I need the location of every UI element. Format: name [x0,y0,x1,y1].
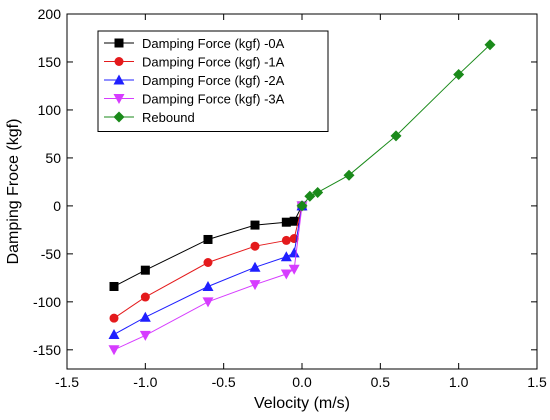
y-tick-label: -100 [33,294,61,310]
y-tick-label: 100 [38,102,62,118]
legend-label: Damping Force (kgf) -0A [142,36,285,51]
x-tick-label: 0.5 [371,374,391,390]
data-point [289,216,299,226]
data-point [453,68,465,80]
data-point [390,130,402,142]
data-point [139,330,151,341]
legend-label: Damping Force (kgf) -3A [142,92,285,107]
legend-label: Rebound [142,110,195,125]
data-point [304,190,316,202]
data-point [249,280,261,291]
x-tick-label: 1.5 [527,374,547,390]
legend: Damping Force (kgf) -0A Damping Force (kg… [97,30,329,132]
y-tick-label: -50 [41,246,61,262]
x-tick-label: 1.0 [449,374,469,390]
series-4 [296,39,496,212]
series-3 [108,201,308,356]
data-point [108,345,120,356]
data-point [249,261,261,272]
data-point [109,281,119,291]
x-axis-title: Velocity (m/s) [254,395,350,412]
legend-marker [114,57,124,66]
data-point [203,234,213,244]
data-point [281,217,291,227]
data-point [280,269,292,280]
y-tick-label: 50 [45,150,61,166]
data-point [202,280,214,291]
legend-label: Damping Force (kgf) -1A [142,55,285,70]
data-point [288,247,300,258]
data-point [140,265,150,275]
ticks-layer: -1.5 -1.0 -0.5 0.0 0.5 1.0 1.5 -150 -100 -50 0 50 10… [33,6,547,390]
data-point [343,169,355,181]
legend-marker [113,94,125,104]
x-tick-label: -1.5 [55,374,79,390]
x-tick-label: -1.0 [133,374,157,390]
data-point [288,264,300,275]
legend-label: Damping Force (kgf) -2A [142,73,285,88]
y-axis-title: Damping Froce (kgf) [5,119,22,265]
data-point [296,200,308,212]
data-point [139,311,151,322]
data-point [250,220,260,230]
legend-marker [113,111,125,123]
y-tick-label: 200 [38,6,62,22]
data-point [203,258,213,267]
data-point [250,241,260,251]
data-point [109,313,119,323]
x-tick-label: -0.5 [212,374,236,390]
legend-marker [114,38,124,48]
data-point [140,292,150,302]
data-point [281,235,291,245]
y-tick-label: -150 [33,342,61,358]
series-layer [108,39,496,356]
y-tick-label: 150 [38,54,62,70]
legend-box [97,30,329,132]
data-point [484,39,496,51]
y-tick-label: 0 [53,198,61,214]
data-point [312,186,324,198]
x-tick-label: 0.0 [292,374,312,390]
legend-marker [113,74,125,85]
data-point [280,251,292,262]
data-point [108,328,120,339]
data-point [202,297,214,308]
